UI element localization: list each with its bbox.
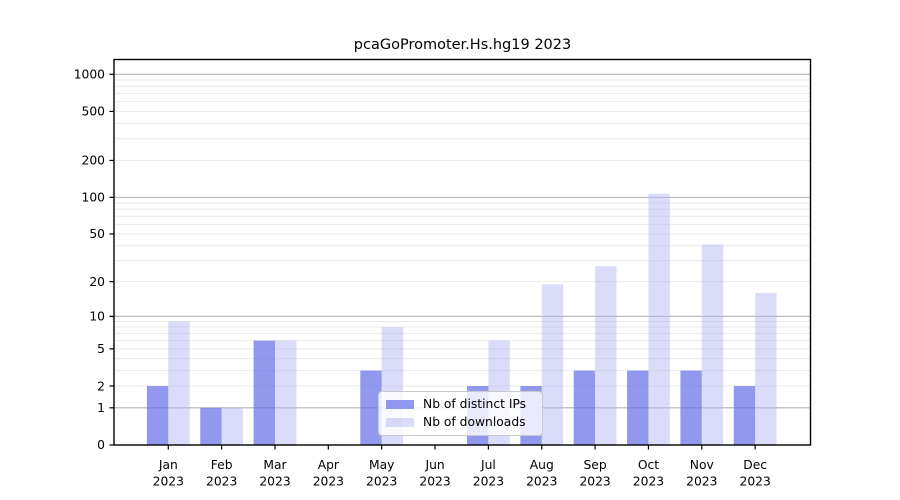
x-tick-label-year: 2023 — [740, 475, 771, 489]
x-tick-label-month: Mar — [263, 458, 287, 472]
x-tick-label-year: 2023 — [419, 475, 450, 489]
x-tick-label-month: Jun — [424, 458, 444, 472]
x-tick-label-month: Nov — [690, 458, 714, 472]
x-tick-label-year: 2023 — [366, 475, 397, 489]
x-axis: Jan 2023 Feb 2023 Mar 2023 Apr 2023 May 2023 Jun 20… — [153, 445, 771, 489]
bar-s1-jan — [168, 321, 190, 445]
bar-s0-sep — [573, 370, 596, 445]
legend-row-distinct-ips: Nb of distinct IPs — [386, 397, 542, 412]
bar-s0-may — [360, 370, 382, 445]
x-tick-label-year: 2023 — [473, 475, 504, 489]
x-tick-label-month: Apr — [318, 458, 340, 472]
x-tick-label-month: Jan — [158, 458, 178, 472]
bar-s0-nov — [680, 370, 702, 445]
y-tick-label: 0 — [97, 438, 105, 452]
bar-s1-aug — [541, 284, 564, 445]
x-tick-label-month: Jul — [480, 458, 496, 472]
x-tick-label-year: 2023 — [579, 475, 610, 489]
x-tick-label-month: Oct — [638, 458, 659, 472]
x-tick-label-year: 2023 — [259, 475, 290, 489]
x-tick-label-year: 2023 — [313, 475, 344, 489]
y-tick-label: 1000 — [74, 67, 105, 81]
y-tick-label: 200 — [82, 154, 105, 168]
bar-s1-dec — [755, 292, 777, 445]
y-tick-label: 100 — [82, 191, 105, 205]
plot-border — [113, 58, 812, 446]
chart-title: pcaGoPromoter.Hs.hg19 2023 — [353, 37, 572, 53]
x-tick-label-month: Sep — [584, 458, 607, 472]
x-tick-label-year: 2023 — [206, 475, 237, 489]
bar-s1-feb — [221, 407, 244, 445]
x-tick-label-month: Dec — [743, 458, 767, 472]
bar-s0-mar — [253, 340, 275, 445]
bar-s0-oct — [627, 370, 649, 445]
x-tick-label-year: 2023 — [686, 475, 717, 489]
legend-row-downloads: Nb of downloads — [386, 415, 542, 430]
x-tick-label-month: Aug — [530, 458, 554, 472]
legend: Nb of distinct IPs Nb of downloads — [378, 391, 543, 436]
bar-s0-dec — [733, 386, 756, 445]
x-tick-label-month: Feb — [211, 458, 233, 472]
y-axis: 0 1 2 5 10 20 50 100 200 500 1000 — [74, 67, 114, 452]
y-tick-label: 2 — [97, 379, 105, 393]
x-tick-label-month: May — [369, 458, 394, 472]
legend-label-distinct-ips: Nb of distinct IPs — [423, 397, 527, 412]
bar-s1-mar — [275, 340, 297, 445]
y-tick-label: 5 — [97, 342, 105, 356]
y-tick-label: 500 — [82, 105, 105, 119]
y-tick-label: 50 — [89, 227, 105, 241]
x-tick-label-year: 2023 — [633, 475, 664, 489]
legend-swatch-1 — [386, 417, 414, 428]
bar-s1-sep — [595, 266, 617, 445]
y-tick-label: 20 — [89, 275, 105, 289]
legend-swatch-0 — [386, 399, 414, 410]
y-tick-label: 1 — [97, 401, 105, 415]
y-tick-label: 10 — [89, 310, 105, 324]
x-tick-label-year: 2023 — [526, 475, 557, 489]
y-gridlines-minor — [114, 79, 811, 387]
x-tick-label-year: 2023 — [153, 475, 184, 489]
bar-s1-nov — [701, 244, 724, 445]
legend-label-downloads: Nb of downloads — [423, 415, 526, 430]
bar-s0-jan — [146, 386, 169, 445]
bar-s1-oct — [648, 193, 670, 445]
bar-s0-feb — [200, 407, 222, 445]
